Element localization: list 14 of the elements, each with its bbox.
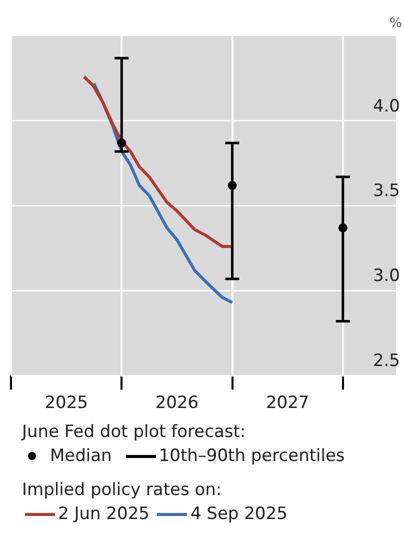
legend-label: 2 Jun 2025 bbox=[58, 503, 150, 526]
y-axis-title: % bbox=[390, 16, 402, 31]
legend-label: Median bbox=[50, 445, 112, 468]
x-tick-label: 2025 bbox=[44, 393, 88, 414]
y-tick-label: 2.5 bbox=[372, 351, 400, 372]
text: Implied policy rates on: bbox=[22, 479, 222, 502]
y-tick-label: 3.0 bbox=[372, 266, 400, 286]
x-tick-label: 2027 bbox=[266, 393, 310, 414]
text: June Fed dot plot forecast: bbox=[22, 421, 246, 444]
text: 10th–90th percentiles bbox=[158, 445, 345, 468]
y-tick-label: 3.5 bbox=[372, 181, 400, 202]
x-tick-label: 2026 bbox=[155, 393, 199, 414]
legend-label: 4 Sep 2025 bbox=[190, 503, 288, 526]
y-tick-label: 4.0 bbox=[372, 96, 400, 116]
